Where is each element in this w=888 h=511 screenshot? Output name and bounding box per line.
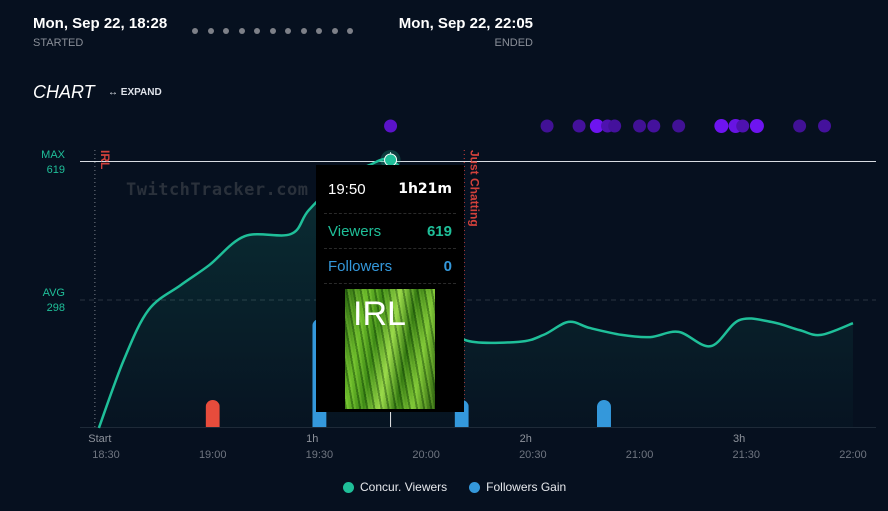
progress-dot: [300, 28, 307, 34]
x-tick-label: 20:30: [519, 449, 547, 461]
ended-date: Mon, Sep 22, 22:05: [398, 15, 533, 32]
hour-tick-label: 1h: [306, 433, 319, 445]
viewers-area: [98, 158, 853, 428]
category-thumbnail-text: IRL: [353, 295, 406, 333]
follower-gain-bar[interactable]: [597, 400, 611, 433]
hour-tick-label: 3h: [733, 433, 746, 445]
started-label: STARTED: [33, 37, 84, 49]
category-label: Just Chatting: [467, 150, 482, 227]
event-marker[interactable]: [608, 119, 622, 133]
legend-item-followers[interactable]: Followers Gain: [469, 480, 566, 494]
legend-dot-icon: [469, 481, 481, 493]
ended-label: ENDED: [494, 37, 533, 49]
progress-dot: [207, 28, 214, 34]
event-marker[interactable]: [714, 119, 729, 133]
tooltip-viewers-value: 619: [426, 222, 452, 240]
x-tick-label: 20:00: [412, 449, 440, 461]
progress-dot: [331, 28, 338, 34]
progress-dot: [347, 28, 353, 34]
tooltip-viewers-label: Viewers: [328, 222, 382, 240]
event-marker[interactable]: [540, 119, 554, 133]
legend-label: Followers Gain: [486, 480, 567, 494]
event-marker[interactable]: [384, 119, 398, 133]
arrows-horizontal-icon: ↔: [108, 87, 118, 98]
event-marker[interactable]: [672, 119, 686, 133]
max-label: MAX: [41, 149, 65, 161]
progress-dot: [192, 28, 198, 34]
max-value: 619: [46, 164, 65, 176]
started-date: Mon, Sep 22, 18:28: [33, 15, 168, 32]
progress-dot: [238, 28, 245, 34]
hover-tooltip: 19:50 1h21m Viewers 619 Followers 0 IRL: [316, 165, 464, 412]
legend-item-viewers[interactable]: Concur. Viewers: [343, 480, 447, 494]
progress-dot: [285, 28, 291, 34]
progress-dots: [192, 28, 353, 34]
avg-label: AVG: [42, 287, 65, 299]
event-marker[interactable]: [793, 119, 807, 133]
x-tick-label: 19:30: [305, 449, 334, 461]
hour-tick-label: 2h: [519, 433, 532, 445]
tooltip-followers-label: Followers: [328, 257, 393, 275]
expand-button[interactable]: ↔ EXPAND: [108, 87, 162, 98]
event-marker[interactable]: [633, 119, 647, 133]
x-tick-label: 21:30: [732, 449, 761, 461]
avg-value: 298: [46, 302, 65, 314]
event-marker[interactable]: [749, 119, 764, 133]
tooltip-time: 19:50: [328, 180, 366, 198]
chart-legend: Concur. Viewers Followers Gain: [343, 480, 566, 494]
x-tick-label: 21:00: [625, 449, 654, 461]
category-label: IRL: [97, 150, 112, 170]
progress-dot: [269, 28, 276, 34]
watermark: TwitchTracker.com: [126, 180, 309, 200]
progress-dot: [254, 28, 260, 34]
event-marker[interactable]: [572, 119, 586, 133]
event-marker[interactable]: [589, 119, 604, 133]
x-tick-label: 19:00: [198, 449, 227, 461]
event-marker[interactable]: [818, 119, 832, 133]
chart-title: CHART: [33, 82, 95, 102]
event-marker[interactable]: [647, 119, 661, 133]
follower-loss-bar[interactable]: [206, 400, 220, 433]
progress-dot: [223, 28, 229, 34]
x-tick-label: 18:30: [92, 449, 120, 461]
legend-dot-icon: [343, 481, 354, 493]
x-tick-label: 22:00: [839, 449, 867, 461]
tooltip-duration: 1h21m: [398, 181, 452, 197]
tooltip-followers-value: 0: [443, 257, 452, 275]
hour-tick-label: Start: [88, 433, 112, 445]
progress-dot: [316, 28, 322, 34]
category-thumbnail: IRL: [345, 289, 435, 409]
event-marker[interactable]: [736, 119, 750, 133]
legend-label: Concur. Viewers: [360, 480, 448, 494]
expand-label: EXPAND: [120, 87, 162, 98]
